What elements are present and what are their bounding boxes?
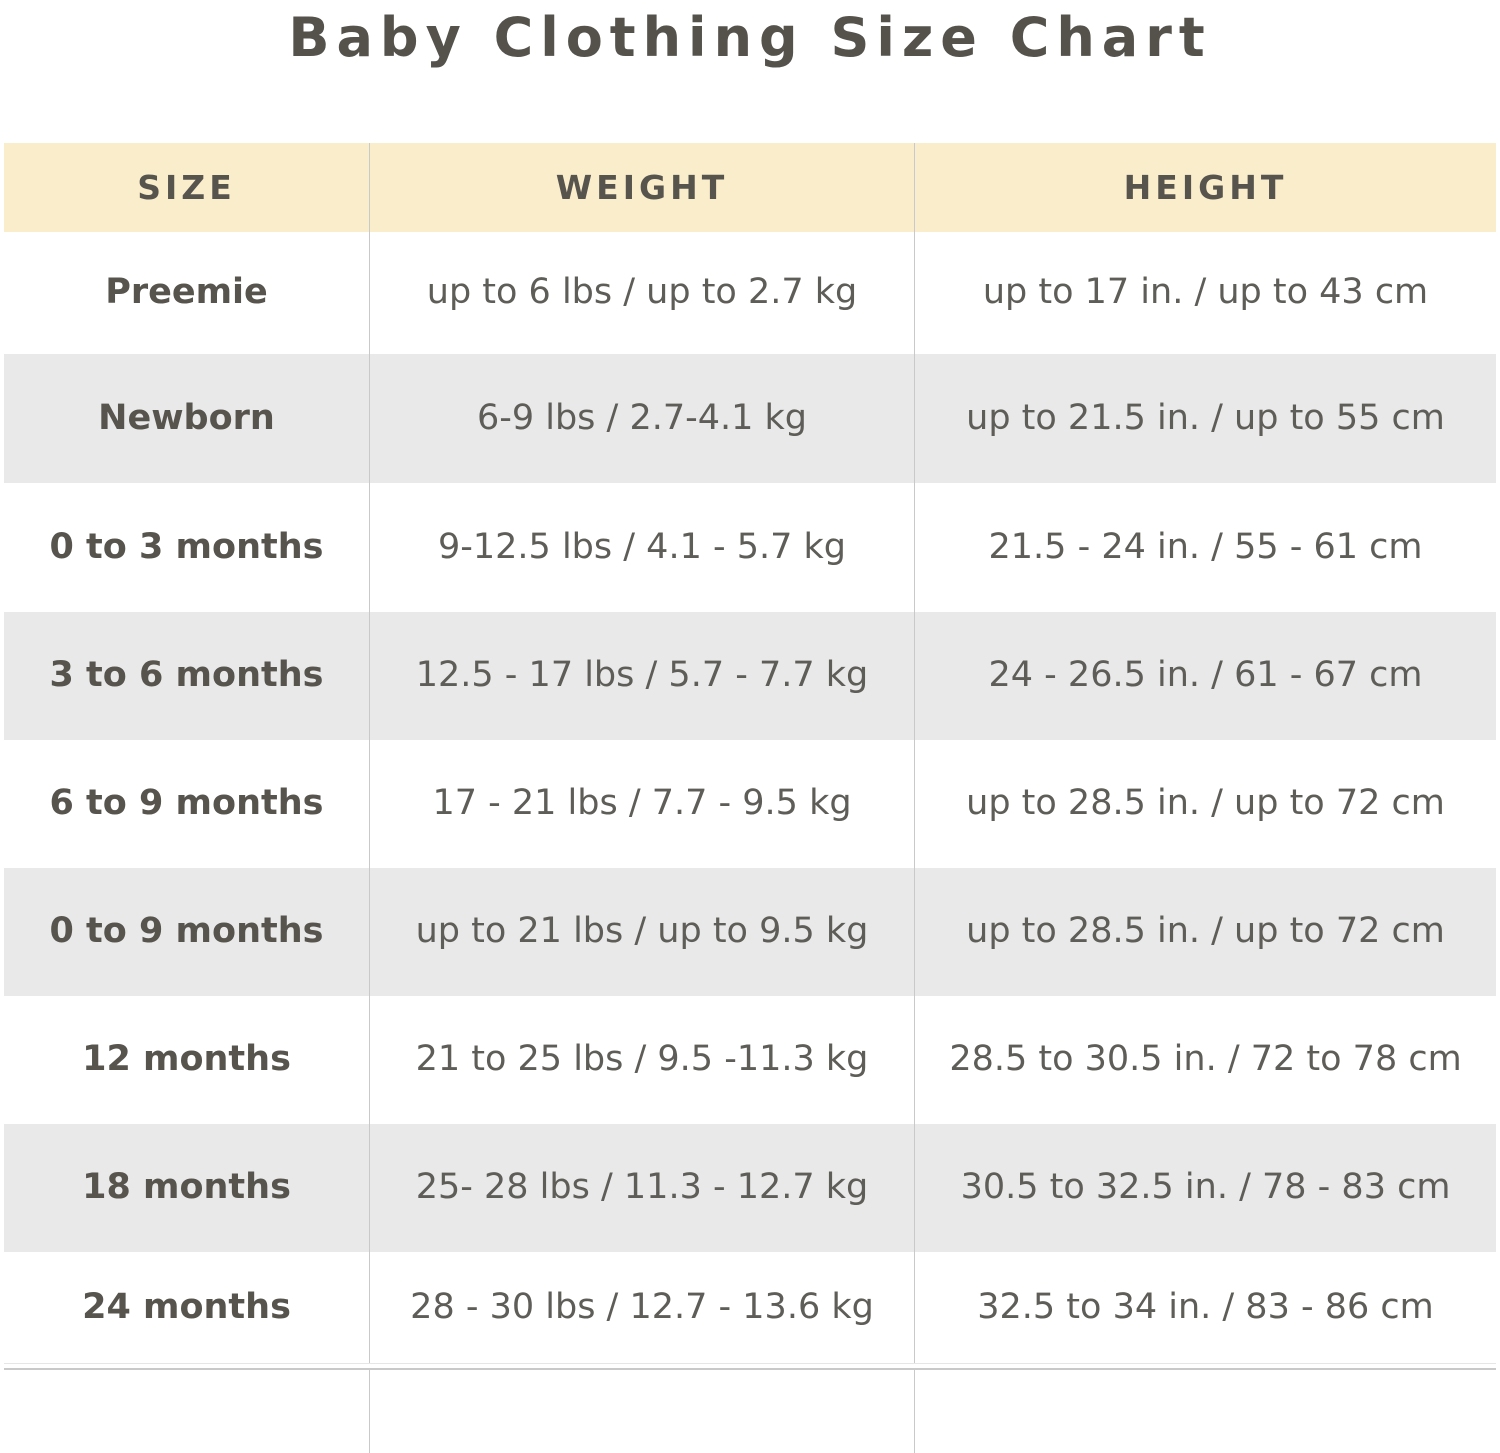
height-cell: up to 17 in. / up to 43 cm	[982, 272, 1429, 313]
table-row-0-9-months: 0 to 9 months up to 21 lbs / up to 9.5 k…	[4, 868, 1496, 996]
size-cell	[4, 1370, 370, 1453]
height-cell: up to 21.5 in. / up to 55 cm	[966, 397, 1445, 438]
height-cell: up to 28.5 in. / up to 72 cm	[966, 911, 1445, 952]
table-row-3-6-months: 3 to 6 months 12.5 - 17 lbs / 5.7 - 7.7 …	[4, 612, 1496, 740]
table-row-18-months: 18 months 25- 28 lbs / 11.3 - 12.7 kg 30…	[4, 1124, 1496, 1252]
column-header-size: SIZE	[4, 143, 370, 232]
weight-cell: 25- 28 lbs / 11.3 - 12.7 kg	[370, 1124, 915, 1252]
table-row-12-months: 12 months 21 to 25 lbs / 9.5 -11.3 kg 28…	[4, 996, 1496, 1124]
table-row-24-months: 24 months 28 - 30 lbs / 12.7 - 13.6 kg 3…	[4, 1252, 1496, 1364]
table-header-row: SIZE WEIGHT HEIGHT	[4, 143, 1496, 232]
weight-cell	[370, 1370, 915, 1453]
size-cell: 18 months	[4, 1124, 370, 1252]
size-cell: Newborn	[4, 354, 370, 483]
size-cell: 3 to 6 months	[4, 612, 370, 740]
height-cell: 21.5 - 24 in. / 55 - 61 cm	[988, 526, 1423, 567]
size-cell: 0 to 3 months	[4, 483, 370, 612]
height-cell	[915, 1370, 1496, 1453]
height-cell: 28.5 to 30.5 in. / 72 to 78 cm	[949, 1039, 1462, 1080]
weight-cell: 12.5 - 17 lbs / 5.7 - 7.7 kg	[370, 612, 915, 740]
table-row-newborn: Newborn 6-9 lbs / 2.7-4.1 kg up to 21.5 …	[4, 354, 1496, 483]
size-cell: 0 to 9 months	[4, 868, 370, 996]
size-cell: 6 to 9 months	[4, 740, 370, 868]
height-cell: 32.5 to 34 in. / 83 - 86 cm	[977, 1286, 1434, 1327]
weight-cell: 6-9 lbs / 2.7-4.1 kg	[370, 354, 915, 483]
column-header-weight: WEIGHT	[370, 143, 915, 232]
weight-cell: up to 6 lbs / up to 2.7 kg	[370, 232, 915, 354]
table-row-preemie: Preemie up to 6 lbs / up to 2.7 kg up to…	[4, 232, 1496, 354]
table-row-6-9-months: 6 to 9 months 17 - 21 lbs / 7.7 - 9.5 kg…	[4, 740, 1496, 868]
height-cell: 24 - 26.5 in. / 61 - 67 cm	[988, 655, 1423, 696]
weight-cell: up to 21 lbs / up to 9.5 kg	[370, 868, 915, 996]
table-row-0-3-months: 0 to 3 months 9-12.5 lbs / 4.1 - 5.7 kg …	[4, 483, 1496, 612]
height-cell: up to 28.5 in. / up to 72 cm	[966, 783, 1445, 824]
height-cell: 30.5 to 32.5 in. / 78 - 83 cm	[960, 1167, 1451, 1208]
size-cell: 24 months	[4, 1252, 370, 1363]
page-title: Baby Clothing Size Chart	[288, 6, 1212, 69]
table-row-empty	[4, 1368, 1496, 1453]
size-cell: Preemie	[4, 232, 370, 354]
size-chart-table: SIZE WEIGHT HEIGHT Preemie up to 6 lbs /…	[4, 143, 1496, 1453]
column-header-height: HEIGHT	[1123, 167, 1288, 207]
weight-cell: 21 to 25 lbs / 9.5 -11.3 kg	[370, 996, 915, 1124]
weight-cell: 28 - 30 lbs / 12.7 - 13.6 kg	[370, 1252, 915, 1363]
weight-cell: 9-12.5 lbs / 4.1 - 5.7 kg	[370, 483, 915, 612]
weight-cell: 17 - 21 lbs / 7.7 - 9.5 kg	[370, 740, 915, 868]
size-cell: 12 months	[4, 996, 370, 1124]
